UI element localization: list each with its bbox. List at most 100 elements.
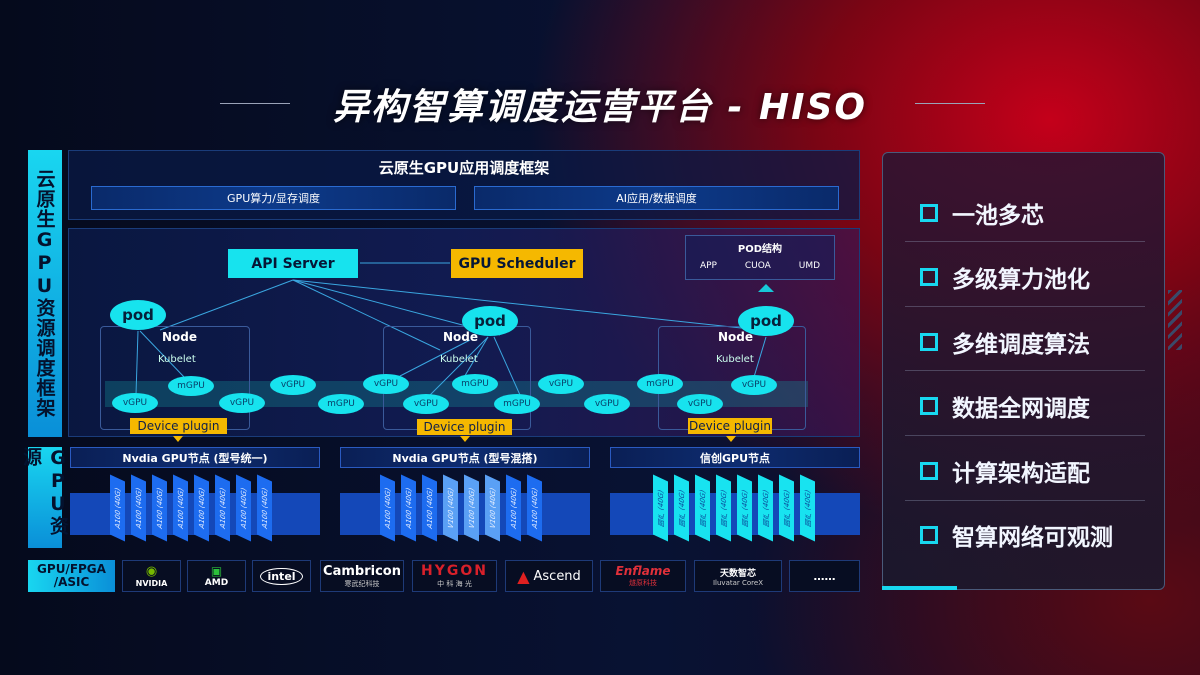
- mgpu-ellipse: mGPU: [168, 376, 214, 396]
- gpu-scheduler-box: GPU Scheduler: [451, 249, 583, 278]
- framework-side-label: 云原生GPU资源调度框架: [28, 150, 62, 437]
- arrow-down-icon: [726, 436, 736, 442]
- title-decoration-right: [915, 103, 985, 104]
- api-server-box: API Server: [228, 249, 358, 278]
- framework-header-title: 云原生GPU应用调度框架: [378, 159, 550, 177]
- vgpu-ellipse: vGPU: [363, 374, 409, 394]
- arrow-down-icon: [460, 436, 470, 442]
- gpu-card: A100 (40G): [110, 474, 125, 542]
- device-plugin-box: Device plugin: [688, 418, 772, 434]
- vgpu-ellipse: vGPU: [403, 394, 449, 414]
- gpu-card: A100 (40G): [401, 474, 416, 542]
- pod-ellipse: pod: [110, 300, 166, 330]
- gpu-card: 国产 (40G): [737, 474, 752, 542]
- node-label: Node: [162, 330, 198, 344]
- hardware-label: GPU/FPGA /ASIC: [28, 560, 115, 592]
- checkbox-icon: [920, 397, 938, 415]
- mgpu-ellipse: mGPU: [494, 394, 540, 414]
- gpu-card: A100 (40G): [194, 474, 209, 542]
- gpu-card: A100 (40G): [422, 474, 437, 542]
- pod-structure-box: POD结构 APP CUOA UMD: [685, 235, 835, 280]
- gpu-card: A100 (40G): [173, 474, 188, 542]
- checkbox-icon: [920, 462, 938, 480]
- features-panel: [882, 152, 1165, 590]
- vendor-logo-hygon: HYGON 中 科 海 光: [412, 560, 497, 592]
- gpu-card-row-1: A100 (40G) A100 (40G) A100 (40G) A100 (4…: [110, 474, 272, 542]
- gpu-group-header: Nvdia GPU节点 (型号混搭): [340, 447, 590, 468]
- gpu-card: V100 (40G): [485, 474, 500, 542]
- mgpu-ellipse: mGPU: [318, 394, 364, 414]
- pod-item-app: APP: [699, 261, 717, 271]
- arrow-down-icon: [173, 436, 183, 442]
- gpu-card: A100 (40G): [506, 474, 521, 542]
- panel-stripes-decoration: [1168, 290, 1182, 350]
- vendor-logo-enflame: Enflame 燧原科技: [600, 560, 686, 592]
- feature-item: 数据全网调度: [920, 389, 1090, 423]
- vgpu-ellipse: vGPU: [731, 375, 777, 395]
- kubelet-label: Kubelet: [716, 354, 754, 365]
- gpu-card: A100 (40G): [131, 474, 146, 542]
- feature-item: 多级算力池化: [920, 260, 1090, 294]
- gpu-card: A100 (40G): [527, 474, 542, 542]
- divider: [905, 435, 1145, 436]
- title-decoration-left: [220, 103, 290, 104]
- divider: [905, 500, 1145, 501]
- pod-item-umd: UMD: [798, 261, 821, 271]
- pod-ellipse: pod: [738, 306, 794, 336]
- gpu-card: A100 (40G): [236, 474, 251, 542]
- vgpu-ellipse: vGPU: [677, 394, 723, 414]
- gpu-card: V100 (40G): [464, 474, 479, 542]
- vgpu-ellipse: vGPU: [538, 374, 584, 394]
- node-label: Node: [443, 330, 479, 344]
- pod-ellipse: pod: [462, 306, 518, 336]
- gpu-card: 国产 (40G): [779, 474, 794, 542]
- line-api-node1: [159, 279, 294, 331]
- feature-item: 多维调度算法: [920, 325, 1090, 359]
- divider: [905, 370, 1145, 371]
- pod-item-cuda: CUOA: [744, 261, 771, 271]
- gpu-group-header: Nvdia GPU节点 (型号统一): [70, 447, 320, 468]
- vendor-logo-intel: intel: [252, 560, 311, 592]
- vendor-logo-iluvatar: 天数智芯 Iluvatar CoreX: [694, 560, 782, 592]
- device-plugin-box: Device plugin: [130, 418, 227, 434]
- gpu-card: A100 (40G): [215, 474, 230, 542]
- feature-item: 计算架构适配: [920, 454, 1090, 488]
- gpu-card: 国产 (40G): [716, 474, 731, 542]
- gpu-card: 国产 (40G): [653, 474, 668, 542]
- gpu-card-row-3: 国产 (40G) 国产 (40G) 国产 (40G) 国产 (40G) 国产 (…: [653, 474, 815, 542]
- vendor-logo-cambricon: Cambricon 寒武纪科技: [320, 560, 404, 592]
- vgpu-ellipse: vGPU: [270, 375, 316, 395]
- page-title: 异构智算调度运营平台 - HISO: [332, 87, 868, 128]
- feature-item: 一池多芯: [920, 196, 1044, 230]
- vgpu-ellipse: vGPU: [219, 393, 265, 413]
- gpu-card: V100 (40G): [443, 474, 458, 542]
- gpu-card: 国产 (40G): [674, 474, 689, 542]
- gpu-card: A100 (40G): [257, 474, 272, 542]
- feature-item: 智算网络可观测: [920, 518, 1113, 552]
- vendor-logo-ascend: ▲ Ascend: [505, 560, 593, 592]
- checkbox-icon: [920, 526, 938, 544]
- gpu-card: A100 (40G): [380, 474, 395, 542]
- divider: [905, 306, 1145, 307]
- kubelet-label: Kubelet: [440, 354, 478, 365]
- gpu-node-base: [610, 493, 860, 535]
- divider: [905, 241, 1145, 242]
- vendor-more: ……: [789, 560, 860, 592]
- gpu-card: 国产 (40G): [758, 474, 773, 542]
- checkbox-icon: [920, 268, 938, 286]
- ai-data-scheduling-bar: AI应用/数据调度: [474, 186, 839, 210]
- vgpu-ellipse: vGPU: [584, 394, 630, 414]
- panel-accent: [882, 586, 957, 590]
- gpu-card-row-2: A100 (40G) A100 (40G) A100 (40G) V100 (4…: [380, 474, 542, 542]
- vendor-logo-amd: ▣ AMD: [187, 560, 246, 592]
- checkbox-icon: [920, 333, 938, 351]
- mgpu-ellipse: mGPU: [452, 374, 498, 394]
- vgpu-ellipse: vGPU: [112, 393, 158, 413]
- pod-structure-title: POD结构: [737, 244, 783, 255]
- node-label: Node: [718, 330, 754, 344]
- gpu-compute-scheduling-bar: GPU算力/显存调度: [91, 186, 456, 210]
- gpu-card: A100 (40G): [152, 474, 167, 542]
- device-plugin-box: Device plugin: [417, 419, 512, 435]
- framework-header-panel: 云原生GPU应用调度框架 GPU算力/显存调度 AI应用/数据调度: [68, 150, 860, 220]
